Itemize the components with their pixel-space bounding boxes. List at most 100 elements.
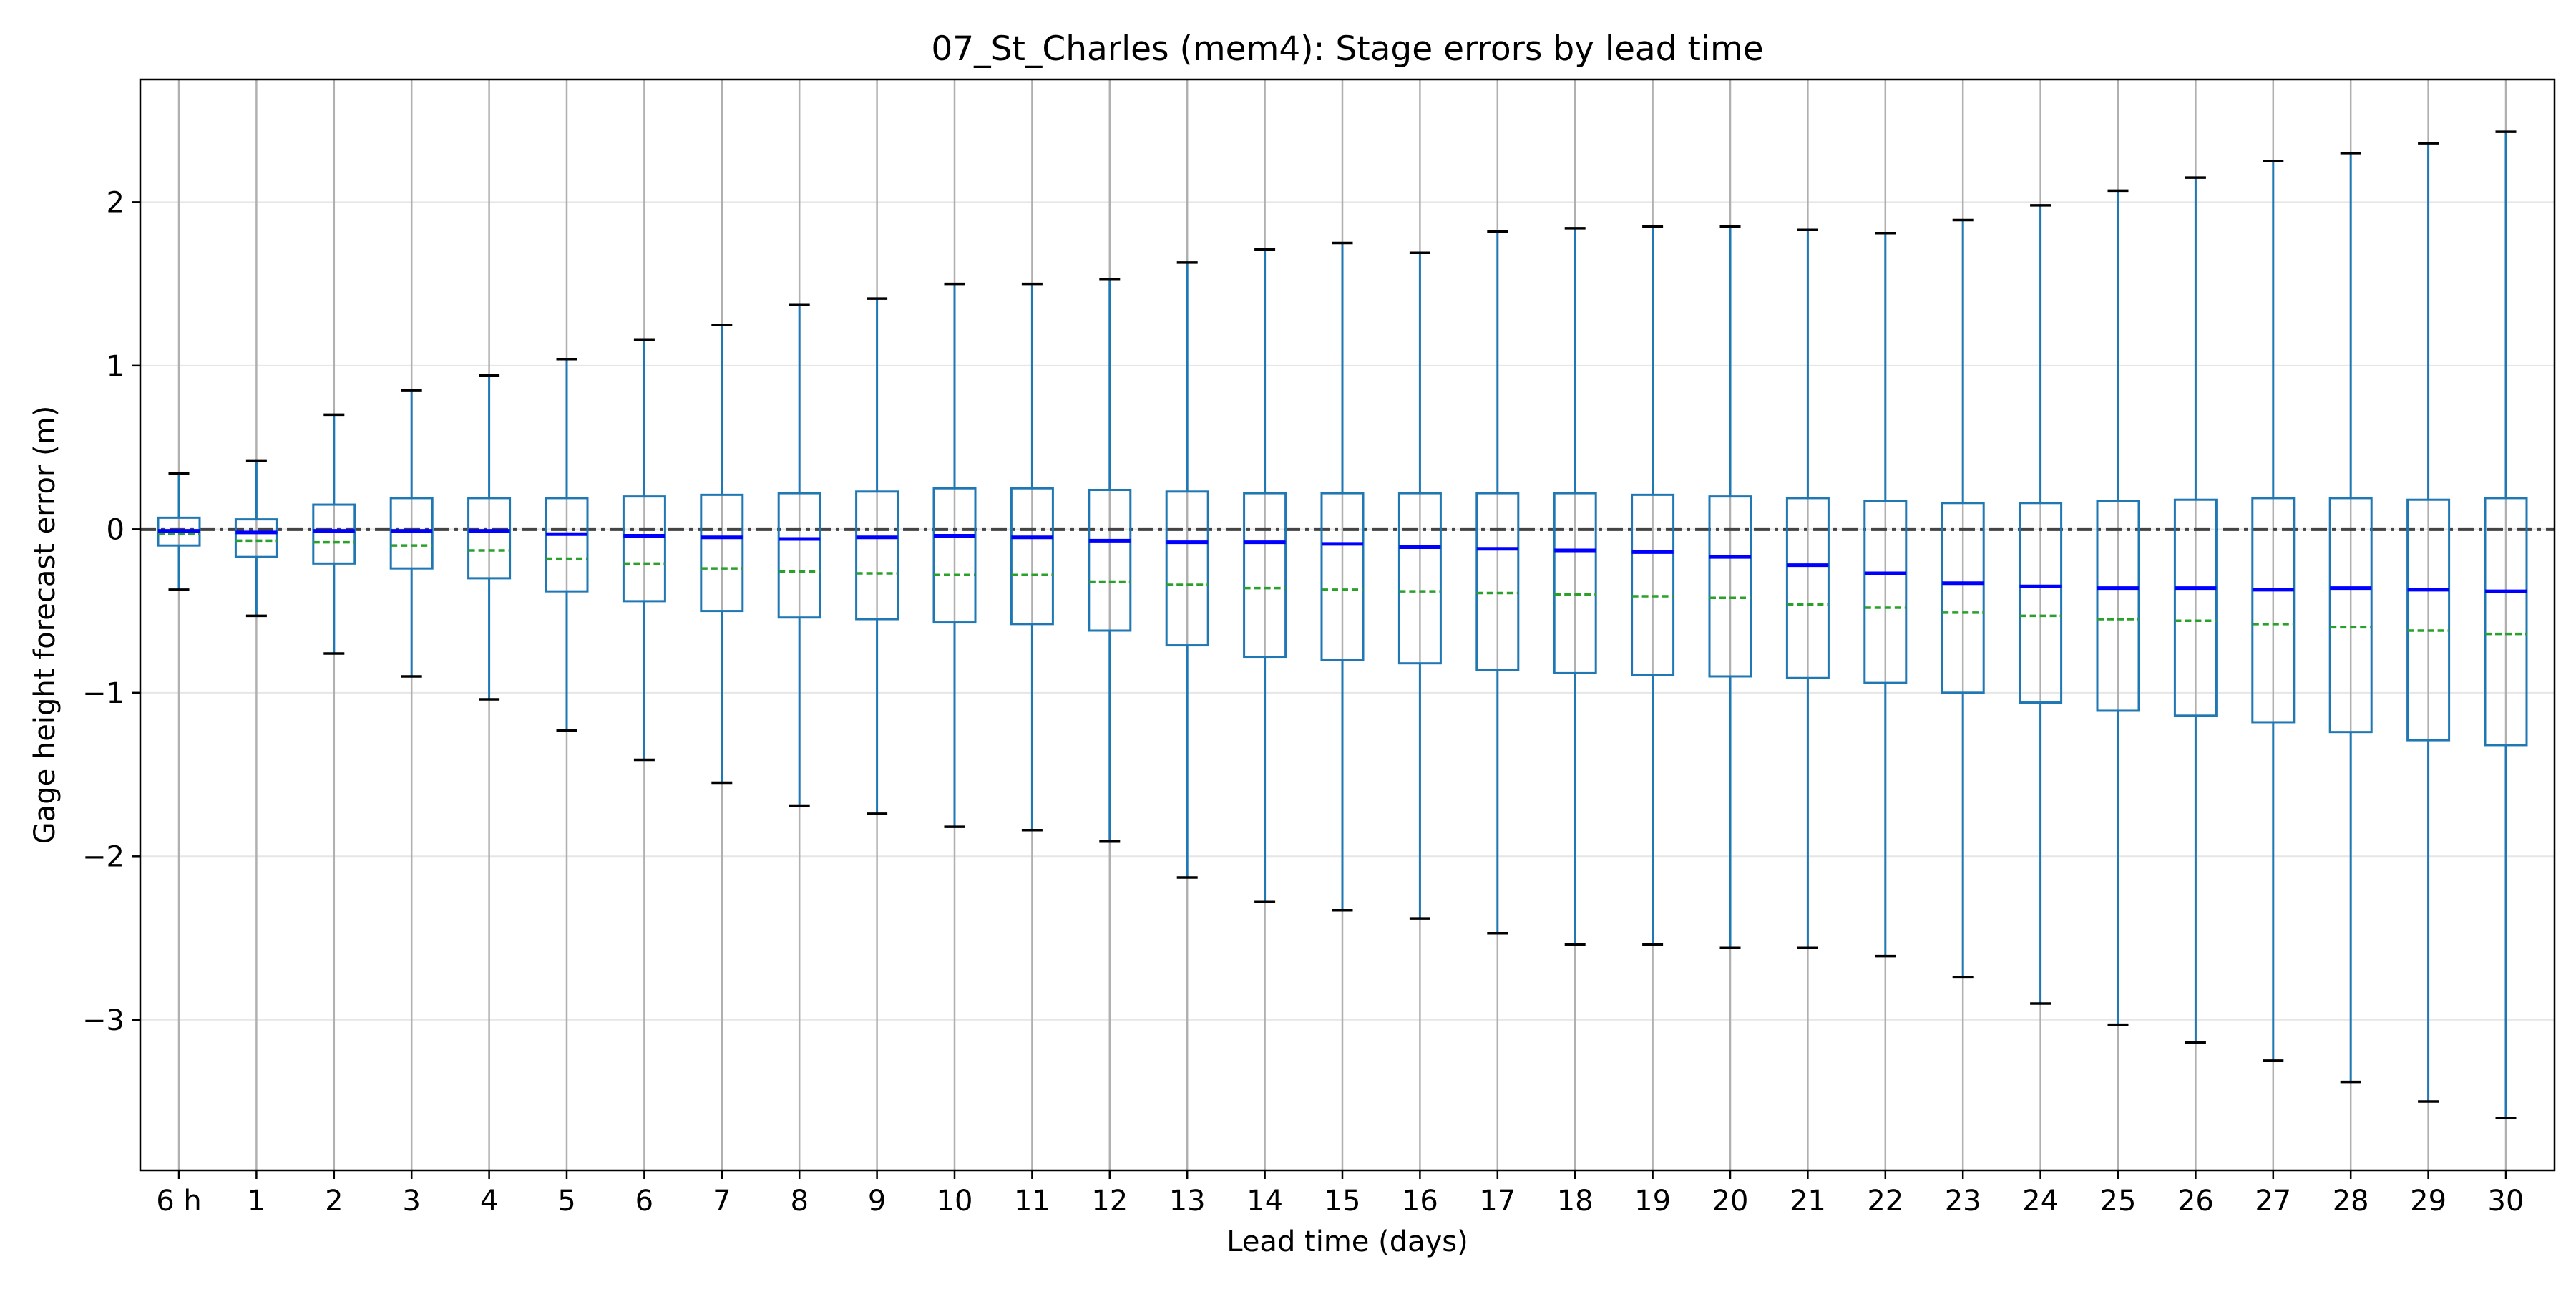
x-tick-label: 13 <box>1169 1185 1206 1218</box>
box-group <box>157 472 201 591</box>
x-tick-label: 29 <box>2410 1185 2446 1218</box>
iqr-box <box>622 495 666 603</box>
iqr-box <box>545 497 589 593</box>
iqr-box <box>1165 490 1209 647</box>
box-group <box>1941 218 1985 979</box>
x-tick-label: 4 <box>480 1185 498 1218</box>
iqr-box <box>2484 497 2528 747</box>
box-group <box>312 413 356 655</box>
x-tick-label: 3 <box>402 1185 420 1218</box>
box-group <box>777 303 821 807</box>
x-tick-label: 16 <box>1402 1185 1438 1218</box>
y-tick-label: 2 <box>107 186 125 219</box>
iqr-box <box>932 487 977 624</box>
x-tick-label: 15 <box>1324 1185 1361 1218</box>
x-tick-label: 21 <box>1790 1185 1826 1218</box>
iqr-box <box>1088 488 1132 632</box>
box-group <box>545 357 589 732</box>
x-tick-label: 18 <box>1557 1185 1594 1218</box>
box-group <box>1088 278 1132 843</box>
box-group <box>700 323 744 785</box>
iqr-box <box>1553 492 1597 674</box>
x-tick-label: 14 <box>1246 1185 1283 1218</box>
iqr-box <box>1785 497 1830 679</box>
box-group <box>234 459 278 618</box>
x-tick-label: 8 <box>790 1185 808 1218</box>
x-tick-label: 19 <box>1634 1185 1671 1218</box>
y-tick-label: −2 <box>82 840 125 873</box>
x-tick-label: 7 <box>713 1185 731 1218</box>
box-group <box>1243 248 1287 904</box>
iqr-box <box>2251 497 2296 724</box>
box-group <box>1320 241 1365 912</box>
x-tick-label: 22 <box>1867 1185 1903 1218</box>
box-group <box>1863 232 1908 958</box>
box-group <box>467 374 512 701</box>
x-tick-label: 11 <box>1014 1185 1050 1218</box>
iqr-box <box>1863 500 1908 684</box>
x-tick-label: 24 <box>2022 1185 2059 1218</box>
iqr-box <box>1397 492 1442 665</box>
x-axis-label: Lead time (days) <box>1226 1225 1468 1258</box>
x-tick-label: 12 <box>1091 1185 1128 1218</box>
box-group <box>1553 227 1597 946</box>
box-group <box>855 297 899 815</box>
y-axis-label: Gage height forecast error (m) <box>29 406 62 845</box>
iqr-box <box>1320 492 1365 661</box>
box-group <box>1165 261 1209 879</box>
iqr-box <box>467 497 512 580</box>
box-group <box>1631 225 1675 946</box>
box-group <box>932 282 977 828</box>
iqr-box <box>855 490 899 621</box>
y-tick-label: −3 <box>82 1004 125 1037</box>
y-tick-label: 0 <box>107 513 125 546</box>
box-group <box>1397 251 1442 920</box>
iqr-box <box>2173 498 2218 717</box>
x-tick-label: 26 <box>2177 1185 2214 1218</box>
iqr-box <box>2328 497 2373 734</box>
x-tick-label: 23 <box>1945 1185 1981 1218</box>
x-tick-label: 25 <box>2100 1185 2137 1218</box>
box-group <box>2251 160 2296 1062</box>
iqr-box <box>1010 487 1054 626</box>
iqr-box <box>777 492 821 619</box>
iqr-box <box>1708 495 1752 678</box>
box-group <box>2406 142 2451 1103</box>
x-tick-label: 10 <box>937 1185 973 1218</box>
box-group <box>2484 130 2528 1119</box>
x-tick-label: 9 <box>868 1185 886 1218</box>
x-tick-label: 5 <box>557 1185 575 1218</box>
plot-frame <box>139 78 2556 1172</box>
iqr-box <box>1475 492 1520 671</box>
y-tick-label: −1 <box>82 677 125 710</box>
x-tick-label: 20 <box>1712 1185 1749 1218</box>
box-layer <box>157 130 2528 1119</box>
y-tick-label: 1 <box>107 350 125 383</box>
iqr-box <box>1631 493 1675 676</box>
x-tick-label: 2 <box>325 1185 343 1218</box>
iqr-box <box>234 518 278 558</box>
box-group <box>1010 282 1054 832</box>
box-group <box>2328 152 2373 1084</box>
box-group <box>2019 204 2063 1005</box>
x-tick-label: 17 <box>1479 1185 1516 1218</box>
tick-layer: 210−1−2−36 h 1 2 3 4 5 6 7 8 9 10 11 12 13 14 15 16 17 18 1… <box>82 186 2524 1218</box>
box-group <box>389 389 434 678</box>
box-group <box>2173 176 2218 1044</box>
iqr-box <box>2096 500 2140 712</box>
box-group <box>1475 230 1520 935</box>
box-group <box>1708 225 1752 950</box>
iqr-box <box>700 493 744 613</box>
x-tick-label: 27 <box>2255 1185 2291 1218</box>
x-tick-label: 28 <box>2333 1185 2369 1218</box>
chart-title: 07_St_Charles (mem4): Stage errors by le… <box>931 29 1763 69</box>
box-group <box>622 338 666 762</box>
iqr-box <box>1243 492 1287 659</box>
iqr-box <box>1941 502 1985 694</box>
box-group <box>1785 228 1830 950</box>
iqr-box <box>389 497 434 570</box>
iqr-box <box>2406 498 2451 742</box>
